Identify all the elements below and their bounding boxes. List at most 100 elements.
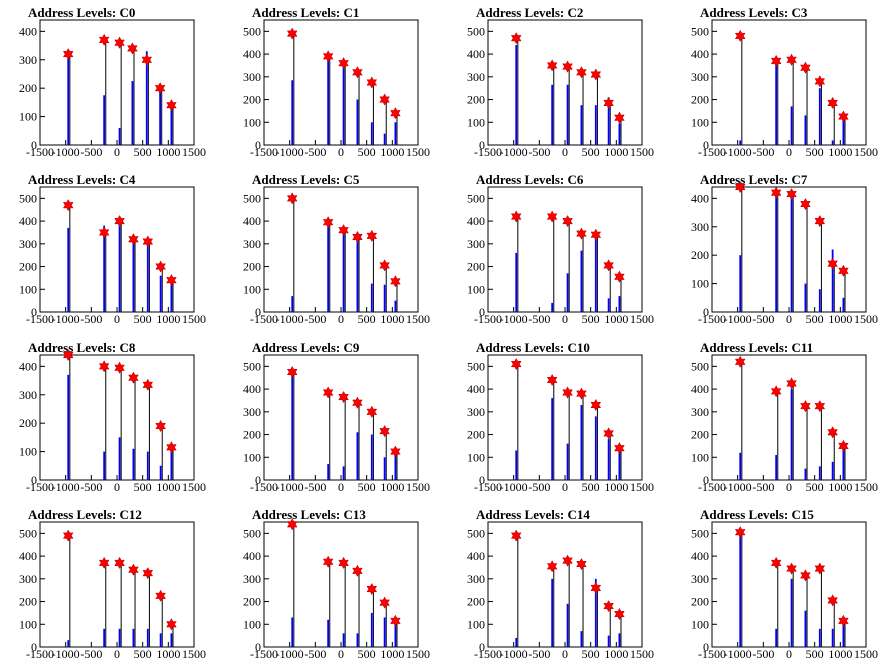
y-tick-label: 0 bbox=[255, 305, 261, 319]
peak-marker bbox=[379, 596, 390, 609]
peak-marker bbox=[322, 386, 334, 399]
peak-marker bbox=[827, 594, 838, 607]
peak-marker bbox=[379, 425, 390, 438]
x-tick-label: 0 bbox=[338, 647, 344, 661]
y-tick-label: 200 bbox=[467, 93, 485, 107]
peak-marker bbox=[590, 581, 602, 595]
x-tick-label: 1000 bbox=[604, 647, 628, 661]
x-tick-label: 1000 bbox=[380, 145, 404, 159]
peak-marker bbox=[576, 387, 587, 400]
y-tick-label: 400 bbox=[19, 359, 37, 373]
peak-marker bbox=[614, 270, 625, 283]
x-tick-label: 1500 bbox=[630, 145, 654, 159]
y-tick-label: 0 bbox=[31, 305, 37, 319]
peak-marker bbox=[510, 32, 522, 45]
x-tick-label: 1500 bbox=[182, 647, 206, 661]
chart-panel-3: Address Levels: C30100200300400500-1500-… bbox=[691, 5, 878, 159]
x-tick-label: 1500 bbox=[630, 647, 654, 661]
x-tick-label: 500 bbox=[806, 145, 824, 159]
x-tick-label: 1000 bbox=[828, 145, 852, 159]
y-tick-label: 200 bbox=[243, 260, 261, 274]
y-tick-label: 300 bbox=[467, 405, 485, 419]
peak-marker bbox=[590, 68, 602, 81]
y-tick-label: 100 bbox=[19, 282, 37, 296]
peak-marker bbox=[576, 557, 587, 571]
x-tick-label: -500 bbox=[80, 145, 102, 159]
peak-marker bbox=[614, 442, 625, 455]
x-tick-label: 1000 bbox=[380, 480, 404, 494]
peak-marker bbox=[814, 400, 826, 413]
y-tick-label: 200 bbox=[19, 595, 37, 609]
peak-marker bbox=[838, 439, 849, 453]
y-tick-label: 400 bbox=[467, 549, 485, 563]
x-tick-label: -1000 bbox=[52, 312, 80, 326]
peak-marker bbox=[98, 226, 110, 239]
peak-marker bbox=[352, 396, 363, 409]
y-tick-label: 200 bbox=[467, 260, 485, 274]
y-tick-label: 500 bbox=[467, 526, 485, 540]
x-tick-label: -1000 bbox=[500, 647, 528, 661]
y-tick-label: 0 bbox=[255, 640, 261, 654]
x-tick-label: -1000 bbox=[276, 647, 304, 661]
chart-panel-12: Address Levels: C12 0 100 200 300 400 500 -1500… bbox=[19, 507, 206, 661]
y-tick-label: 200 bbox=[243, 428, 261, 442]
chart-title: Address Levels: C15 bbox=[700, 507, 814, 522]
peak-marker bbox=[114, 556, 125, 570]
peak-marker bbox=[128, 371, 139, 384]
x-tick-label: 0 bbox=[786, 312, 792, 326]
y-tick-label: 500 bbox=[691, 526, 709, 540]
peak-marker bbox=[827, 96, 838, 110]
x-tick-label: -500 bbox=[528, 312, 550, 326]
y-tick-label: 400 bbox=[243, 214, 261, 228]
x-tick-label: -500 bbox=[80, 312, 102, 326]
x-tick-label: -1000 bbox=[724, 145, 752, 159]
peak-marker bbox=[814, 214, 826, 228]
peak-marker bbox=[166, 99, 177, 112]
x-tick-label: 0 bbox=[786, 480, 792, 494]
y-tick-label: 100 bbox=[243, 115, 261, 129]
y-tick-label: 400 bbox=[691, 549, 709, 563]
chart-panel-9: Address Levels: C90100200300400500-1500-… bbox=[243, 340, 430, 494]
peak-marker bbox=[142, 378, 154, 391]
peak-marker bbox=[562, 386, 573, 399]
y-tick-label: 0 bbox=[255, 138, 261, 152]
x-tick-label: -500 bbox=[528, 145, 550, 159]
y-tick-label: 200 bbox=[467, 428, 485, 442]
peak-marker bbox=[114, 36, 125, 49]
y-tick-label: 200 bbox=[243, 595, 261, 609]
x-tick-label: 0 bbox=[338, 145, 344, 159]
peak-marker bbox=[62, 199, 74, 212]
x-tick-label: 1500 bbox=[182, 145, 206, 159]
x-tick-label: 1000 bbox=[828, 480, 852, 494]
chart-title: Address Levels: C6 bbox=[476, 172, 584, 187]
y-tick-label: 500 bbox=[467, 359, 485, 373]
peak-marker bbox=[614, 607, 625, 621]
y-tick-label: 500 bbox=[467, 191, 485, 205]
x-tick-label: 500 bbox=[806, 480, 824, 494]
x-tick-label: -1000 bbox=[276, 145, 304, 159]
x-tick-label: -1000 bbox=[52, 145, 80, 159]
chart-title: Address Levels: C4 bbox=[28, 172, 136, 187]
peak-marker bbox=[838, 614, 849, 627]
peak-marker bbox=[366, 582, 378, 596]
x-tick-label: 500 bbox=[134, 480, 152, 494]
peak-marker bbox=[366, 76, 378, 89]
x-tick-label: 0 bbox=[562, 647, 568, 661]
chart-panel-2: Address Levels: C20100200300400500-1500-… bbox=[467, 5, 654, 159]
x-tick-label: 500 bbox=[582, 312, 600, 326]
x-tick-label: 1000 bbox=[604, 480, 628, 494]
peak-marker bbox=[770, 385, 782, 398]
x-tick-label: -500 bbox=[528, 647, 550, 661]
y-tick-label: 0 bbox=[255, 473, 261, 487]
y-tick-label: 200 bbox=[19, 416, 37, 430]
peak-marker bbox=[322, 216, 334, 229]
x-tick-label: 1000 bbox=[380, 647, 404, 661]
y-tick-label: 0 bbox=[479, 138, 485, 152]
peak-marker bbox=[155, 589, 166, 602]
peak-marker bbox=[800, 569, 811, 582]
x-tick-label: 1500 bbox=[854, 312, 878, 326]
y-tick-label: 200 bbox=[691, 595, 709, 609]
y-tick-label: 100 bbox=[19, 617, 37, 631]
peak-marker bbox=[390, 614, 401, 627]
x-tick-label: 500 bbox=[582, 647, 600, 661]
